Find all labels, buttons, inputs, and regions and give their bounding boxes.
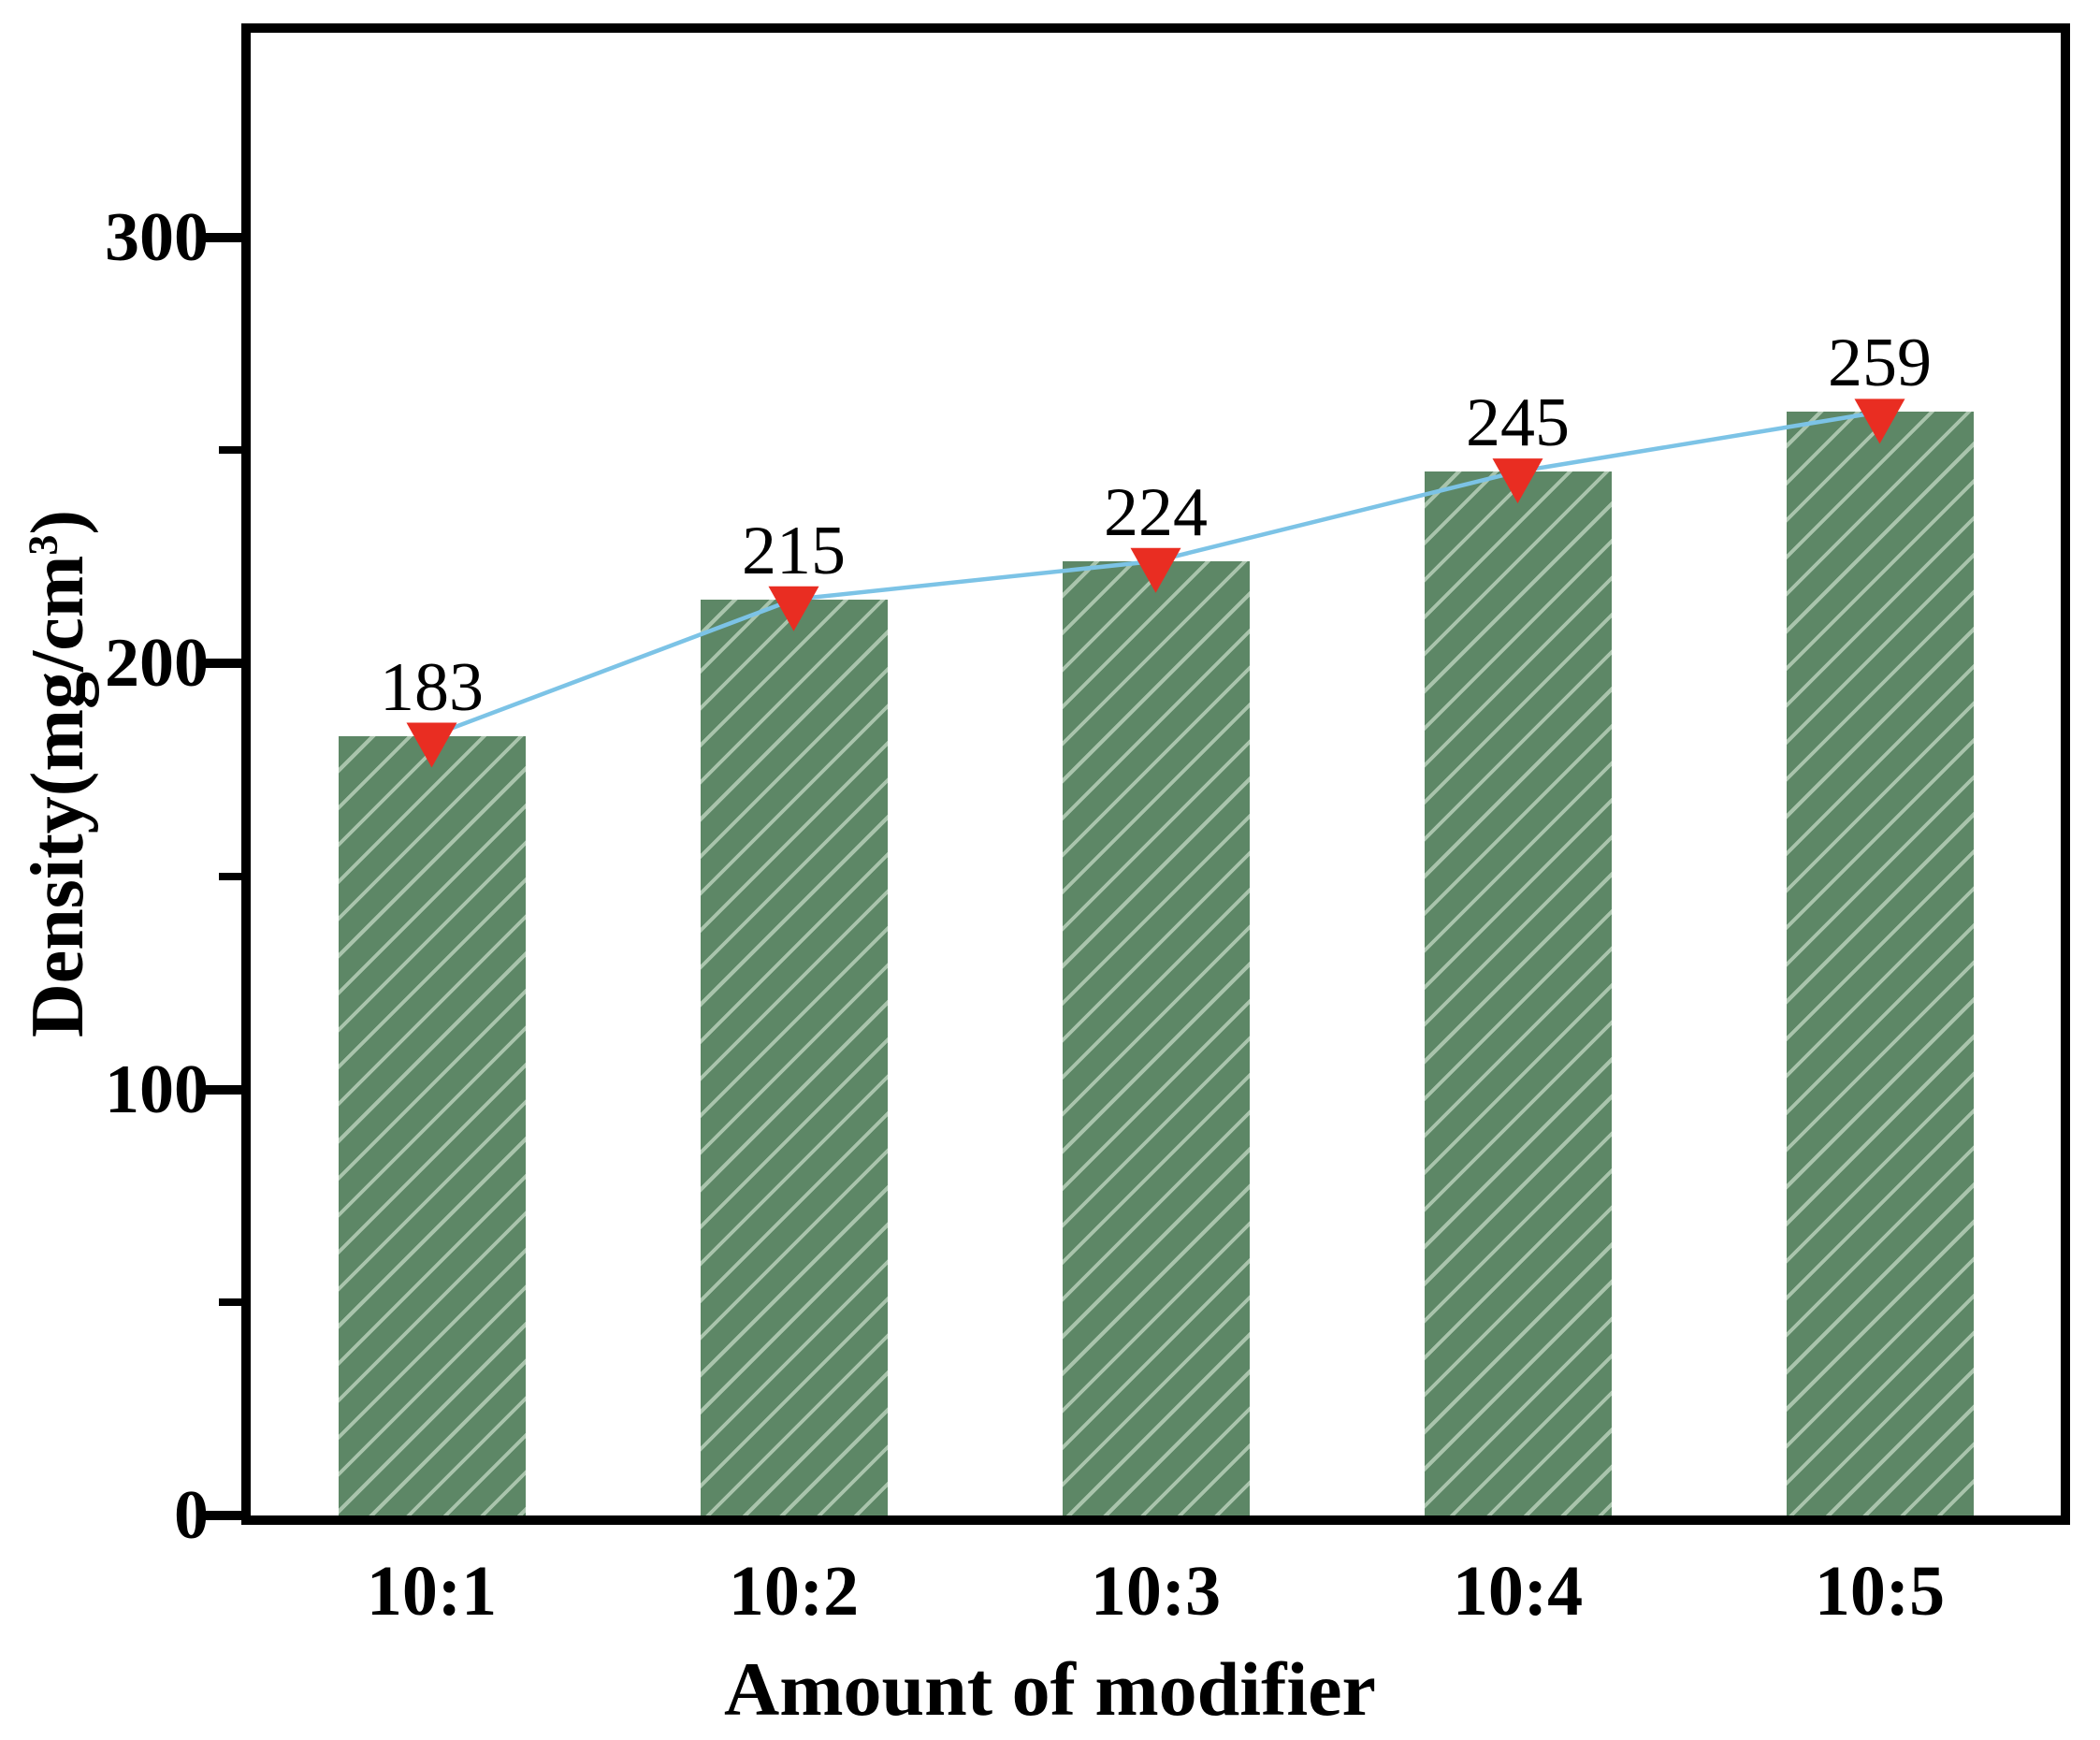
bar-value-label: 259: [1828, 325, 1932, 402]
x-category-label-10:4: 10:4: [1452, 1552, 1584, 1631]
bar-value-label: 245: [1466, 384, 1570, 462]
y-tick-minor-150: [219, 872, 241, 880]
y-tick-label: 200: [105, 625, 209, 703]
y-axis-title-text: Density(mg/cm: [17, 555, 99, 1038]
y-tick-minor-50: [219, 1298, 241, 1307]
y-tick-minor-250: [219, 446, 241, 455]
bar-value-label: 183: [380, 648, 484, 726]
y-axis-title-superscript: 3: [20, 534, 66, 556]
bar-10:4: [1424, 471, 1612, 1515]
y-tick-major-0: [204, 1511, 241, 1520]
y-axis-title: Density(mg/cm3): [17, 510, 99, 1037]
bar-10:5: [1786, 412, 1974, 1515]
x-category-label-10:3: 10:3: [1090, 1552, 1222, 1631]
x-category-label-10:5: 10:5: [1814, 1552, 1946, 1631]
bar-value-label: 215: [742, 512, 846, 589]
bar-10:2: [700, 599, 888, 1515]
y-tick-major-300: [204, 232, 241, 242]
y-axis-title-close: ): [17, 509, 99, 535]
bar-10:1: [338, 735, 526, 1515]
y-tick-label: 0: [174, 1477, 209, 1554]
plot-area: 0 100 200 300 10:1 183 10:2 215 10:3 224 10:4 245 10…: [105, 23, 2070, 1631]
y-tick-label: 300: [105, 198, 209, 276]
bar-value-label: 224: [1104, 473, 1208, 551]
y-tick-major-200: [204, 659, 241, 669]
y-tick-label: 100: [105, 1051, 209, 1128]
bar-10:3: [1062, 560, 1250, 1515]
x-category-label-10:2: 10:2: [728, 1552, 860, 1631]
x-axis-title: Amount of modifier: [724, 1646, 1376, 1732]
x-category-label-10:1: 10:1: [366, 1552, 498, 1631]
y-tick-major-100: [204, 1084, 241, 1095]
